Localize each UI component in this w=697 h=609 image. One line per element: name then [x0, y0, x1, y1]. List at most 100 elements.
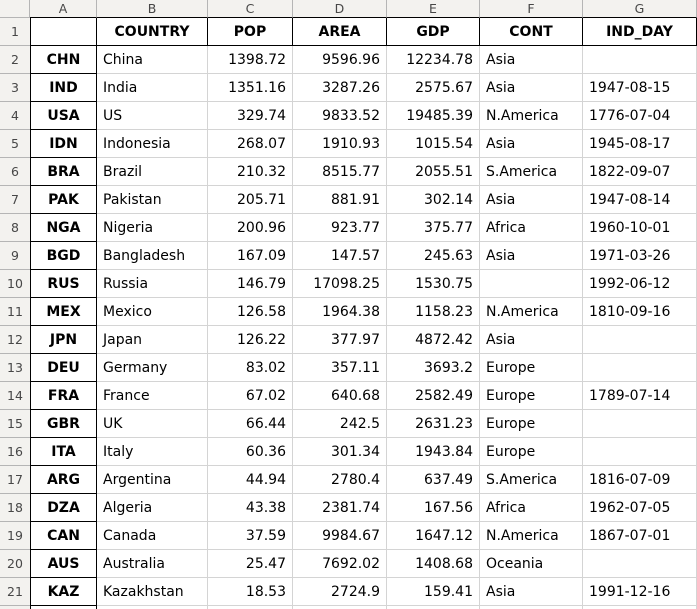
index-cell[interactable]: NGA [30, 214, 97, 242]
gdp-cell[interactable]: 3693.2 [387, 354, 480, 382]
row-header[interactable]: 18 [0, 494, 30, 522]
pop-cell[interactable]: 37.59 [208, 522, 293, 550]
gdp-cell[interactable]: 2631.23 [387, 410, 480, 438]
gdp-cell[interactable]: 245.63 [387, 242, 480, 270]
country-cell[interactable]: Bangladesh [97, 242, 208, 270]
header-cell-country[interactable]: COUNTRY [97, 18, 208, 46]
country-cell[interactable]: UK [97, 410, 208, 438]
pop-cell[interactable]: 268.07 [208, 130, 293, 158]
index-cell[interactable] [30, 606, 97, 609]
header-cell-pop[interactable]: POP [208, 18, 293, 46]
gdp-cell[interactable]: 4872.42 [387, 326, 480, 354]
area-cell[interactable]: 923.77 [293, 214, 387, 242]
country-cell[interactable]: Indonesia [97, 130, 208, 158]
cont-cell[interactable]: Asia [480, 186, 583, 214]
pop-cell[interactable]: 329.74 [208, 102, 293, 130]
country-cell[interactable]: France [97, 382, 208, 410]
ind-day-cell[interactable] [583, 354, 697, 382]
row-header[interactable]: 11 [0, 298, 30, 326]
country-cell[interactable]: Brazil [97, 158, 208, 186]
ind-day-cell[interactable] [583, 410, 697, 438]
area-cell[interactable]: 147.57 [293, 242, 387, 270]
country-cell[interactable]: Germany [97, 354, 208, 382]
ind-day-cell[interactable] [583, 326, 697, 354]
index-cell[interactable]: JPN [30, 326, 97, 354]
country-cell[interactable]: Nigeria [97, 214, 208, 242]
row-header[interactable]: 10 [0, 270, 30, 298]
gdp-cell[interactable]: 2582.49 [387, 382, 480, 410]
gdp-cell[interactable]: 159.41 [387, 578, 480, 606]
index-cell[interactable]: PAK [30, 186, 97, 214]
ind-day-cell[interactable]: 1776-07-04 [583, 102, 697, 130]
index-cell[interactable]: FRA [30, 382, 97, 410]
cont-cell[interactable]: Asia [480, 130, 583, 158]
gdp-cell[interactable]: 1408.68 [387, 550, 480, 578]
row-header[interactable]: 13 [0, 354, 30, 382]
index-cell[interactable]: DEU [30, 354, 97, 382]
select-all-corner[interactable] [0, 0, 30, 18]
column-header-f[interactable]: F [480, 0, 583, 18]
country-cell[interactable]: Japan [97, 326, 208, 354]
column-header-b[interactable]: B [97, 0, 208, 18]
country-cell[interactable]: US [97, 102, 208, 130]
area-cell[interactable]: 1910.93 [293, 130, 387, 158]
ind-day-cell[interactable]: 1822-09-07 [583, 158, 697, 186]
ind-day-cell[interactable]: 1810-09-16 [583, 298, 697, 326]
cell[interactable] [387, 606, 480, 609]
column-header-c[interactable]: C [208, 0, 293, 18]
ind-day-cell[interactable]: 1947-08-14 [583, 186, 697, 214]
row-header[interactable]: 16 [0, 438, 30, 466]
area-cell[interactable]: 3287.26 [293, 74, 387, 102]
ind-day-cell[interactable]: 1789-07-14 [583, 382, 697, 410]
country-cell[interactable]: India [97, 74, 208, 102]
gdp-cell[interactable]: 375.77 [387, 214, 480, 242]
area-cell[interactable]: 2780.4 [293, 466, 387, 494]
index-cell[interactable]: RUS [30, 270, 97, 298]
pop-cell[interactable]: 126.22 [208, 326, 293, 354]
cell[interactable] [97, 606, 208, 609]
index-cell[interactable]: MEX [30, 298, 97, 326]
area-cell[interactable]: 640.68 [293, 382, 387, 410]
cell[interactable] [293, 606, 387, 609]
ind-day-cell[interactable]: 1971-03-26 [583, 242, 697, 270]
column-header-g[interactable]: G [583, 0, 697, 18]
pop-cell[interactable]: 167.09 [208, 242, 293, 270]
row-header[interactable]: 17 [0, 466, 30, 494]
pop-cell[interactable]: 18.53 [208, 578, 293, 606]
cont-cell[interactable]: Oceania [480, 550, 583, 578]
row-header[interactable]: 8 [0, 214, 30, 242]
area-cell[interactable]: 357.11 [293, 354, 387, 382]
row-header[interactable]: 1 [0, 18, 30, 46]
row-header[interactable]: 15 [0, 410, 30, 438]
cont-cell[interactable]: Africa [480, 494, 583, 522]
index-header-cell[interactable] [30, 18, 97, 46]
pop-cell[interactable]: 1351.16 [208, 74, 293, 102]
cont-cell[interactable]: Europe [480, 382, 583, 410]
area-cell[interactable]: 242.5 [293, 410, 387, 438]
index-cell[interactable]: DZA [30, 494, 97, 522]
cont-cell[interactable]: Asia [480, 326, 583, 354]
ind-day-cell[interactable]: 1947-08-15 [583, 74, 697, 102]
pop-cell[interactable]: 210.32 [208, 158, 293, 186]
cont-cell[interactable]: Europe [480, 438, 583, 466]
area-cell[interactable]: 301.34 [293, 438, 387, 466]
area-cell[interactable]: 2724.9 [293, 578, 387, 606]
country-cell[interactable]: Australia [97, 550, 208, 578]
area-cell[interactable]: 8515.77 [293, 158, 387, 186]
gdp-cell[interactable]: 1647.12 [387, 522, 480, 550]
gdp-cell[interactable]: 1530.75 [387, 270, 480, 298]
area-cell[interactable]: 881.91 [293, 186, 387, 214]
index-cell[interactable]: IDN [30, 130, 97, 158]
cont-cell[interactable]: Asia [480, 74, 583, 102]
area-cell[interactable]: 9833.52 [293, 102, 387, 130]
cont-cell[interactable]: Asia [480, 242, 583, 270]
country-cell[interactable]: Algeria [97, 494, 208, 522]
index-cell[interactable]: BRA [30, 158, 97, 186]
index-cell[interactable]: GBR [30, 410, 97, 438]
cont-cell[interactable] [480, 270, 583, 298]
gdp-cell[interactable]: 12234.78 [387, 46, 480, 74]
index-cell[interactable]: KAZ [30, 578, 97, 606]
ind-day-cell[interactable]: 1816-07-09 [583, 466, 697, 494]
area-cell[interactable]: 7692.02 [293, 550, 387, 578]
country-cell[interactable]: Argentina [97, 466, 208, 494]
